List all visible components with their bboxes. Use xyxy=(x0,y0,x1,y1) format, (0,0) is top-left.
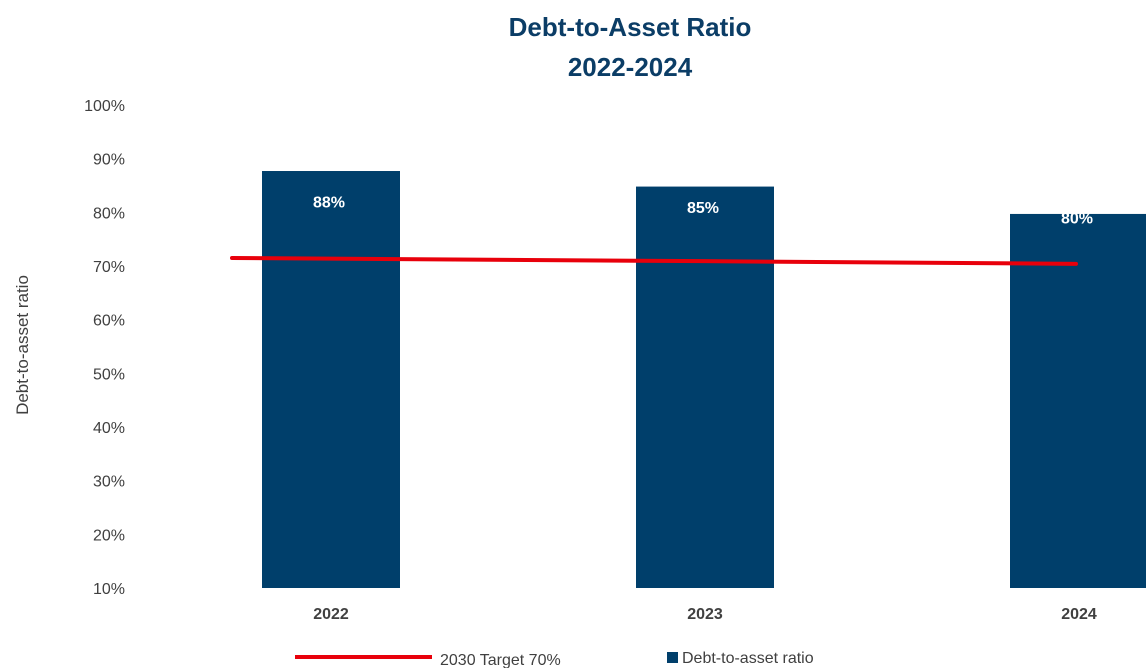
target-line-group xyxy=(230,255,1078,266)
x-axis-ticks: 2022 2023 2024 xyxy=(313,606,1097,623)
x-tick-label: 2022 xyxy=(313,606,349,623)
y-tick-label: 40% xyxy=(93,420,125,437)
y-axis-label: Debt-to-asset ratio xyxy=(13,275,32,415)
legend-bar-swatch xyxy=(667,652,678,663)
bar-2022 xyxy=(262,171,400,588)
legend: 2030 Target 70% Debt-to-asset ratio xyxy=(295,650,814,668)
y-tick-label: 100% xyxy=(84,98,125,115)
target-line xyxy=(230,255,1078,266)
chart-title: Debt-to-Asset Ratio 2022-2024 xyxy=(509,12,752,82)
x-tick-label: 2024 xyxy=(1061,606,1097,623)
bars xyxy=(262,171,1146,588)
y-tick-label: 60% xyxy=(93,313,125,330)
legend-bar-label: Debt-to-asset ratio xyxy=(682,650,814,667)
y-tick-label: 20% xyxy=(93,527,125,544)
y-axis-ticks: 10% 20% 30% 40% 50% 60% 70% 80% 90% 100% xyxy=(84,98,125,598)
y-tick-label: 30% xyxy=(93,474,125,491)
y-tick-label: 10% xyxy=(93,581,125,598)
data-labels: 88% 85% 80% xyxy=(313,195,1093,228)
y-tick-label: 70% xyxy=(93,259,125,276)
x-tick-label: 2023 xyxy=(687,606,723,623)
legend-target-label: 2030 Target 70% xyxy=(440,652,561,668)
data-label-2024: 80% xyxy=(1061,211,1093,228)
y-tick-label: 80% xyxy=(93,205,125,222)
chart-title-line-1: Debt-to-Asset Ratio xyxy=(509,12,752,42)
bar-2024 xyxy=(1010,213,1146,588)
chart-title-line-2: 2022-2024 xyxy=(568,52,693,82)
bar-2023 xyxy=(636,186,774,588)
data-label-2022: 88% xyxy=(313,195,345,212)
y-tick-label: 90% xyxy=(93,152,125,169)
data-label-2023: 85% xyxy=(687,200,719,217)
y-tick-label: 50% xyxy=(93,366,125,383)
